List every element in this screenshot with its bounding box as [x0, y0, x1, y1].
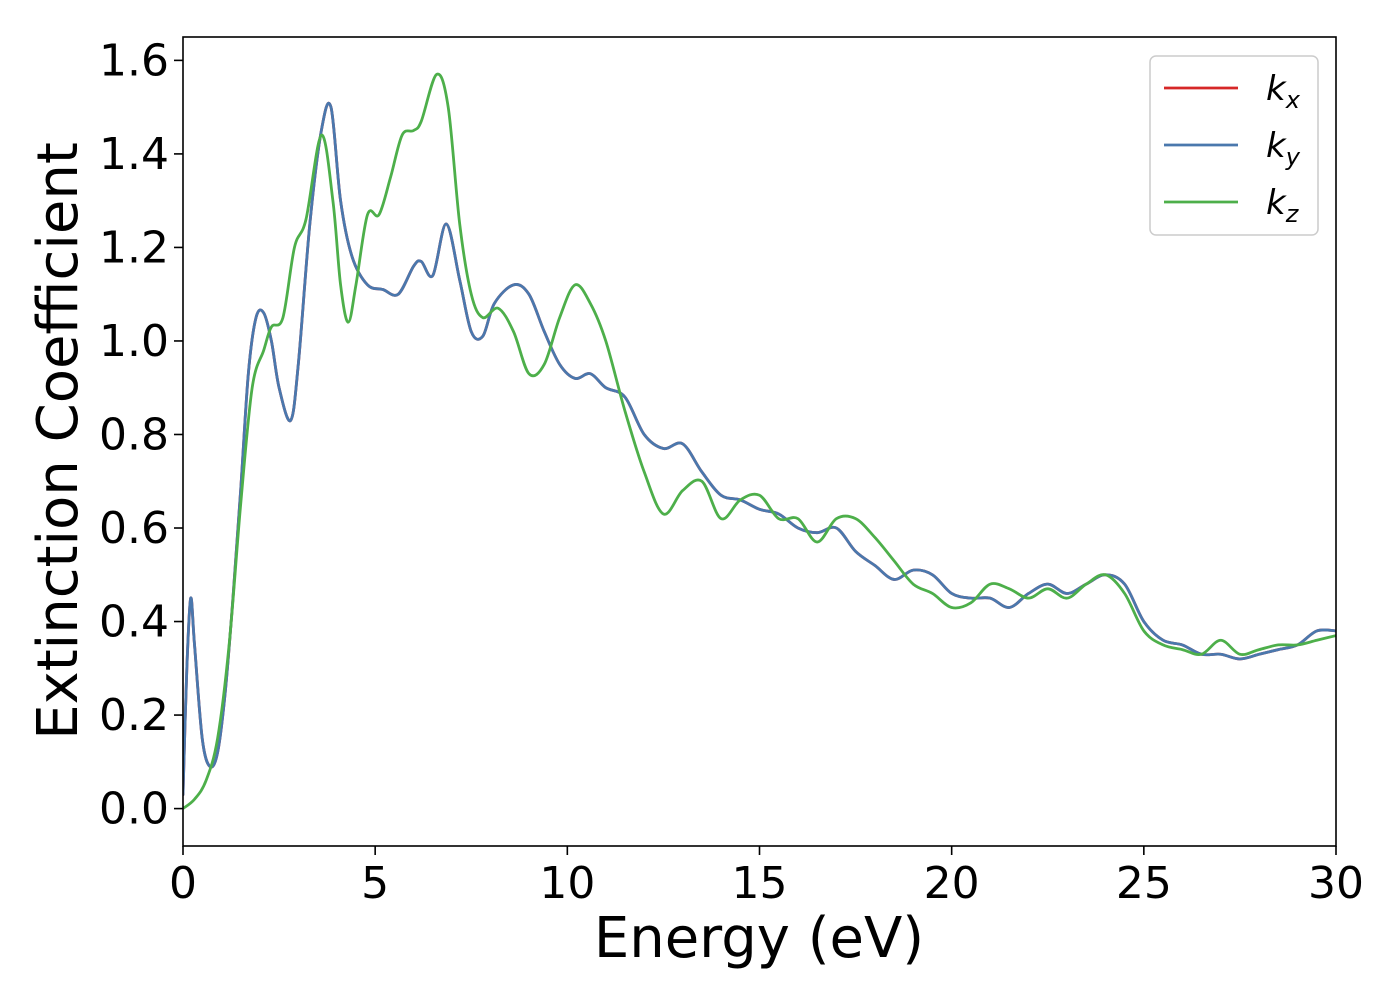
y-tick-label: 1.0 — [99, 316, 169, 367]
y-tick-label: 0.0 — [99, 784, 169, 835]
x-tick-label: 15 — [732, 858, 788, 909]
legend-label-kx: kx — [1266, 69, 1301, 114]
series-line-kz — [183, 72, 1336, 810]
x-tick-label: 0 — [169, 858, 197, 909]
y-tick-label: 0.6 — [99, 503, 169, 554]
x-tick-label: 10 — [539, 858, 595, 909]
x-axis-label: Energy (eV) — [594, 906, 924, 971]
legend: kx ky kz — [1149, 55, 1319, 236]
x-tick-label: 25 — [1116, 858, 1172, 909]
y-tick-label: 0.2 — [99, 690, 169, 741]
legend-label-kz: kz — [1266, 183, 1300, 228]
y-tick-label: 1.6 — [99, 35, 169, 86]
y-tick-label: 1.4 — [99, 129, 169, 180]
x-tick-label: 5 — [361, 858, 389, 909]
x-tick-label: 20 — [924, 858, 980, 909]
y-axis-ticks: 0.0 0.2 0.4 0.6 0.8 1.0 1.2 1.4 1.6 — [99, 35, 183, 835]
x-axis-ticks: 0 5 10 15 20 25 30 — [169, 846, 1364, 909]
y-tick-label: 1.2 — [99, 222, 169, 273]
y-tick-label: 0.8 — [99, 409, 169, 460]
y-tick-label: 0.4 — [99, 597, 169, 648]
series-lines — [183, 72, 1336, 810]
x-tick-label: 30 — [1308, 858, 1364, 909]
y-axis-label: Extinction Coefficient — [26, 142, 91, 740]
legend-label-ky: ky — [1266, 126, 1301, 171]
